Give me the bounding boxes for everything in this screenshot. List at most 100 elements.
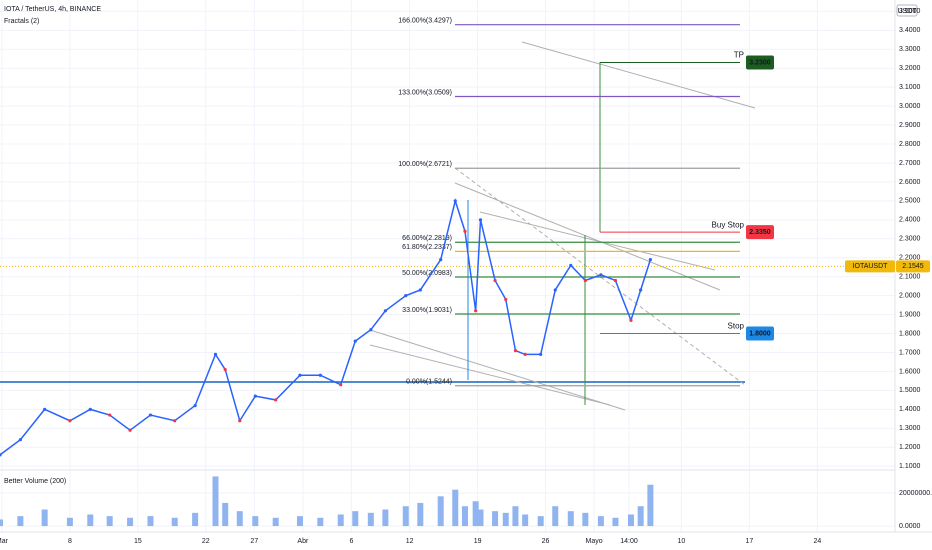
price-point xyxy=(418,288,422,292)
price-tag-label: IOTAUSDT xyxy=(853,263,889,270)
price-point xyxy=(353,339,357,343)
x-tick-label: Mayo xyxy=(586,538,603,545)
volume-bar xyxy=(522,514,529,527)
price-point xyxy=(318,373,322,377)
order-label: Stop xyxy=(728,322,745,331)
volume-bar xyxy=(537,516,544,527)
trend-line xyxy=(521,41,756,109)
y-tick-label: 20000000.0000 xyxy=(899,490,932,497)
y-tick-label: 1.7000 xyxy=(899,349,921,356)
volume-bar xyxy=(612,517,619,527)
price-point xyxy=(453,199,457,203)
x-tick-label: 15 xyxy=(134,538,142,545)
price-point xyxy=(513,349,518,353)
price-point xyxy=(0,453,2,457)
x-tick-label: 26 xyxy=(542,538,550,545)
y-tick-label: 2.1000 xyxy=(899,274,921,281)
price-point xyxy=(253,394,257,398)
price-point xyxy=(629,318,633,322)
indicator-label: Fractals (2) xyxy=(4,18,39,25)
price-point xyxy=(339,383,343,387)
price-tag xyxy=(746,225,774,240)
y-tick-label: 3.2000 xyxy=(899,65,921,72)
volume-bar xyxy=(87,514,94,527)
price-point xyxy=(493,278,497,283)
x-tick-label: 24 xyxy=(813,538,821,545)
volume-bar xyxy=(352,511,359,527)
chart-title: IOTA / TetherUS, 4h, BINANCE xyxy=(4,6,101,13)
price-point xyxy=(504,297,508,302)
y-tick-label: 2.2000 xyxy=(899,255,921,262)
y-tick-label: 1.1000 xyxy=(899,463,921,470)
price-point xyxy=(43,407,47,411)
price-point xyxy=(583,278,587,283)
volume-bar xyxy=(582,512,589,527)
x-tick-label: 12 xyxy=(406,538,414,545)
fib-label: 166.00%(3.4297) xyxy=(398,18,452,25)
volume-bar xyxy=(477,509,484,527)
volume-bar xyxy=(317,517,324,527)
volume-bar xyxy=(127,517,134,527)
volume-bar xyxy=(252,516,259,527)
x-tick-label: 17 xyxy=(745,538,753,545)
price-point xyxy=(128,428,132,432)
volume-bar xyxy=(337,514,344,527)
price-point xyxy=(213,352,218,356)
price-tag-label: 1.8000 xyxy=(749,330,771,337)
price-point xyxy=(478,218,483,222)
price-point xyxy=(108,413,112,417)
volume-bar xyxy=(637,506,644,527)
price-point xyxy=(369,328,373,332)
y-tick-label: 2.7000 xyxy=(899,160,921,167)
price-point xyxy=(18,438,22,442)
y-tick-label: 1.3000 xyxy=(899,425,921,432)
volume-bar xyxy=(597,516,604,527)
volume-bar xyxy=(272,517,279,527)
y-tick-label: 0.0000 xyxy=(899,523,921,530)
y-tick-label: 3.0000 xyxy=(899,103,921,110)
fib-label: 33.00%(1.9031) xyxy=(402,307,452,314)
price-point xyxy=(298,373,302,377)
price-point xyxy=(523,352,527,356)
volume-bar xyxy=(512,506,519,527)
price-point xyxy=(238,419,242,423)
volume-bar xyxy=(417,502,424,527)
y-tick-label: 1.4000 xyxy=(899,406,921,413)
volume-bar xyxy=(236,511,243,527)
volume-bar xyxy=(367,512,374,527)
y-tick-label: 1.5000 xyxy=(899,387,921,394)
price-point xyxy=(193,403,197,408)
indicator-label: Better Volume (200) xyxy=(4,478,66,485)
y-tick-label: 2.6000 xyxy=(899,179,921,186)
y-tick-label: 1.2000 xyxy=(899,444,921,451)
volume-bar xyxy=(492,511,499,527)
volume-bar xyxy=(41,509,48,527)
volume-bar xyxy=(567,511,574,527)
y-tick-label: 3.4000 xyxy=(899,27,921,34)
price-point xyxy=(639,288,643,292)
volume-bar xyxy=(66,517,73,527)
trend-line xyxy=(369,329,626,411)
y-tick-label: 1.8000 xyxy=(899,330,921,337)
price-point xyxy=(539,352,543,356)
price-point xyxy=(599,273,603,277)
price-point xyxy=(439,258,443,262)
price-point xyxy=(463,229,467,233)
x-tick-label: 27 xyxy=(250,538,258,545)
x-tick-label: 10 xyxy=(678,538,686,545)
x-tick-label: 6 xyxy=(349,538,353,545)
fib-label: 66.00%(2.2819) xyxy=(402,235,452,242)
x-tick-label: Abr xyxy=(297,538,309,545)
y-tick-label: 2.8000 xyxy=(899,141,921,148)
fib-label: 50.00%(2.0983) xyxy=(402,270,452,277)
volume-bar xyxy=(222,502,229,527)
volume-bar xyxy=(17,516,24,527)
y-tick-label: 2.5000 xyxy=(899,198,921,205)
price-tag-label: 3.2300 xyxy=(749,59,771,66)
drawings xyxy=(0,41,756,411)
price-point xyxy=(474,309,478,313)
y-tick-label: 1.6000 xyxy=(899,368,921,375)
price-point xyxy=(223,367,227,372)
price-tag xyxy=(845,260,895,273)
